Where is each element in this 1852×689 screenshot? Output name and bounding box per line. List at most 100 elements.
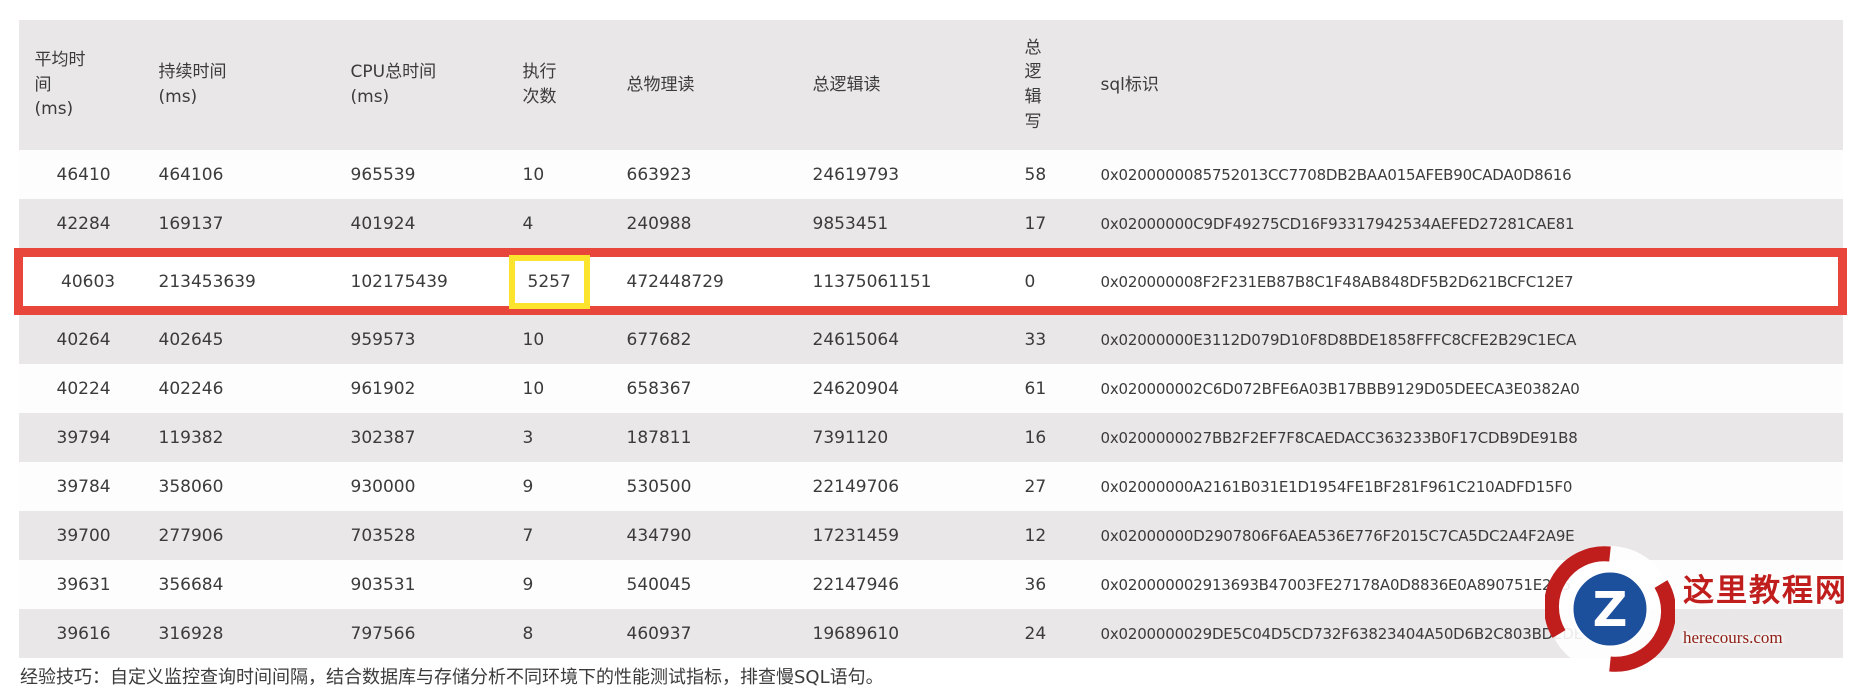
column-header-avg-time-ms: 平均时 间 (ms) [18, 20, 143, 150]
table-row[interactable]: 46410 464106 965539 10 663923 24619793 58 0x020… [18, 150, 1843, 199]
table-cell: 22149706 [796, 462, 1009, 511]
table-cell: 24615064 [796, 310, 1009, 364]
cell-value: 46410 [56, 164, 111, 185]
sql-stats-table: 平均时 间 (ms) 持续时间 (ms) CPU总时间 (ms) 执行 次数 总… [14, 20, 1847, 658]
cell-value: 19689610 [812, 623, 900, 644]
table-cell: 677682 [610, 310, 797, 364]
table-cell: 0x0200000029DE5C04D5CD732F63823404A50D6B… [1084, 609, 1843, 658]
table-cell: 277906 [142, 511, 335, 560]
table-cell: 40264 [18, 310, 143, 364]
table-cell: 10 [506, 364, 611, 413]
cell-value: 930000 [350, 476, 416, 497]
table-row[interactable]: 39784 358060 930000 9 530500 22149706 27 0x0200… [18, 462, 1843, 511]
table-cell: 9 [506, 560, 611, 609]
table-row[interactable]: 39631 356684 903531 9 540045 22147946 36 0x0200… [18, 560, 1843, 609]
cell-value: 10 [522, 164, 545, 185]
cell-value: 240988 [626, 213, 692, 234]
column-header-duration-ms: 持续时间 (ms) [142, 20, 335, 150]
table-cell: 40603 [14, 248, 143, 315]
table-cell: 0x02000000C9DF49275CD16F93317942534AEFED… [1084, 199, 1843, 253]
cell-value: 903531 [350, 574, 416, 595]
table-cell: 24619793 [796, 150, 1009, 199]
cell-value: 40224 [56, 378, 111, 399]
cell-value: 24 [1024, 623, 1047, 644]
table-cell: 316928 [142, 609, 335, 658]
table-cell: 58 [1008, 150, 1085, 199]
table-header-row: 平均时 间 (ms) 持续时间 (ms) CPU总时间 (ms) 执行 次数 总… [18, 20, 1843, 150]
table-cell: 903531 [334, 560, 507, 609]
cell-value: 58 [1024, 164, 1047, 185]
table-cell: 0x0200000027BB2F2EF7F8CAEDACC363233B0F17… [1084, 413, 1843, 462]
cell-value: 0x02000000A2161B031E1D1954FE1BF281F961C2… [1100, 477, 1573, 496]
cell-value: 27 [1024, 476, 1047, 497]
column-header-exec-count: 执行 次数 [506, 20, 611, 150]
cell-value: 42284 [56, 213, 111, 234]
table-cell: 965539 [334, 150, 507, 199]
table-cell: 240988 [610, 199, 797, 253]
cell-value: 61 [1024, 378, 1047, 399]
table-cell: 12 [1008, 511, 1085, 560]
table-cell: 530500 [610, 462, 797, 511]
cell-value: 9 [522, 476, 534, 497]
highlighted-table-row[interactable]: 40603 213453639 102175439 5257 472448729 1137… [14, 248, 1847, 315]
table-row[interactable]: 40224 402246 961902 10 658367 24620904 61 0x020… [18, 364, 1843, 413]
cell-value: 17 [1024, 213, 1047, 234]
table-cell: 40224 [18, 364, 143, 413]
cell-value: 24615064 [812, 329, 900, 350]
table-row[interactable]: 40264 402645 959573 10 677682 24615064 33 0x020… [18, 310, 1843, 364]
table-cell: 24 [1008, 609, 1085, 658]
table-cell: 0x02000000D2907806F6AEA536E776F2015C7CA5… [1084, 511, 1843, 560]
cell-value: 540045 [626, 574, 692, 595]
table-cell: 17 [1008, 199, 1085, 253]
cell-value: 39631 [56, 574, 111, 595]
cell-value: 402246 [158, 378, 224, 399]
table-cell: 302387 [334, 413, 507, 462]
cell-value: 464106 [158, 164, 224, 185]
table-cell: 540045 [610, 560, 797, 609]
cell-value: 797566 [350, 623, 416, 644]
cell-value: 460937 [626, 623, 692, 644]
cell-value: 703528 [350, 525, 416, 546]
cell-value: 434790 [626, 525, 692, 546]
cell-value: 10 [522, 378, 545, 399]
table-cell: 0x02000000A2161B031E1D1954FE1BF281F961C2… [1084, 462, 1843, 511]
table-cell: 0 [1008, 248, 1085, 315]
table-cell: 0x02000000E3112D079D10F8D8BDE1858FFFC8CF… [1084, 310, 1843, 364]
cell-value: 39784 [56, 476, 111, 497]
column-header-total-physical-reads: 总物理读 [610, 20, 797, 150]
table-row[interactable]: 39700 277906 703528 7 434790 17231459 12 0x0200… [18, 511, 1843, 560]
column-header-total-logical-writes: 总 逻 辑 写 [1008, 20, 1085, 150]
table-row[interactable]: 39616 316928 797566 8 460937 19689610 24 0x0200… [18, 609, 1843, 658]
cell-value: 39700 [56, 525, 111, 546]
table-cell: 460937 [610, 609, 797, 658]
cell-value: 0x02000000D2907806F6AEA536E776F2015C7CA5… [1100, 526, 1575, 545]
table-cell: 17231459 [796, 511, 1009, 560]
table-cell: 46410 [18, 150, 143, 199]
table-cell: 464106 [142, 150, 335, 199]
cell-value: 9853451 [812, 213, 889, 234]
table-row[interactable]: 42284 169137 401924 4 240988 9853451 17 0x02000… [18, 199, 1843, 253]
cell-value: 33 [1024, 329, 1047, 350]
cell-value: 316928 [158, 623, 224, 644]
table-cell: 119382 [142, 413, 335, 462]
cell-value: 7391120 [812, 427, 889, 448]
table-cell: 187811 [610, 413, 797, 462]
table-cell: 16 [1008, 413, 1085, 462]
cell-value: 39616 [56, 623, 111, 644]
cell-value: 9 [522, 574, 534, 595]
cell-value: 0x020000002C6D072BFE6A03B17BBB9129D05DEE… [1100, 379, 1580, 398]
cell-value: 0x0200000029DE5C04D5CD732F63823404A50D6B… [1100, 624, 1584, 643]
table-cell: 358060 [142, 462, 335, 511]
cell-value: 961902 [350, 378, 416, 399]
cell-value: 22149706 [812, 476, 900, 497]
cell-value: 213453639 [158, 271, 256, 292]
table-cell: 19689610 [796, 609, 1009, 658]
table-cell: 10 [506, 150, 611, 199]
table-row[interactable]: 39794 119382 302387 3 187811 7391120 16 0x02000… [18, 413, 1843, 462]
table-cell: 703528 [334, 511, 507, 560]
table-cell: 27 [1008, 462, 1085, 511]
table-cell: 33 [1008, 310, 1085, 364]
table-cell: 961902 [334, 364, 507, 413]
cell-value: 358060 [158, 476, 224, 497]
